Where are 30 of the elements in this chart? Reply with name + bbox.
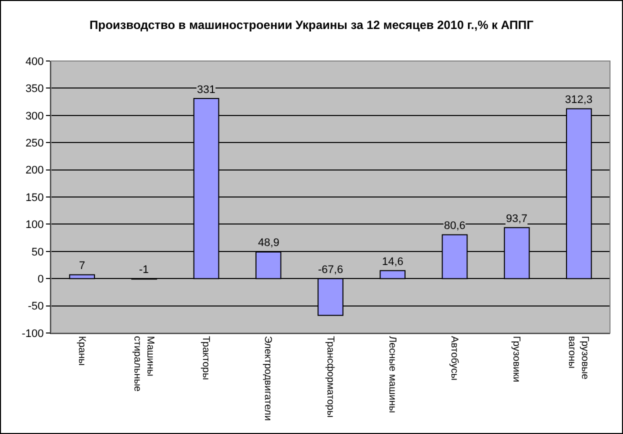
y-tick-label: -100 (22, 328, 44, 340)
chart-title: Производство в машиностроении Украины за 12 месяцев 2010 г.,% к АППГ (90, 18, 534, 32)
x-tick-label: Грузовые вагоны (566, 336, 590, 380)
y-tick-label: 50 (32, 246, 44, 258)
data-label: 48,9 (258, 237, 280, 249)
x-tick-label: Трансформаторы (324, 336, 336, 418)
y-tick-label: 100 (25, 219, 44, 232)
data-label: -67,6 (318, 264, 344, 276)
y-tick-label: 150 (25, 192, 44, 204)
x-tick-label: Автобусы (448, 336, 460, 380)
y-tick-label: 400 (25, 56, 44, 68)
data-label: 14,6 (382, 256, 404, 268)
data-label: -1 (139, 264, 149, 276)
x-tick-label: Электродвигатели (262, 336, 274, 421)
y-tick-label: 350 (25, 83, 44, 96)
y-tick-label: -50 (28, 300, 44, 313)
x-tick-label: Тракторы (200, 336, 212, 380)
x-tick-label: Краны (76, 336, 87, 366)
x-tick-label: Машины стиральные (131, 336, 156, 392)
y-tick-label: 300 (25, 110, 44, 122)
data-label: 7 (79, 260, 86, 272)
data-label: 93,7 (506, 213, 528, 225)
x-tick-label: Лесные машины (386, 336, 398, 413)
data-label: 331 (197, 84, 216, 96)
y-tick-label: 200 (25, 164, 44, 177)
data-label: 80,6 (444, 220, 466, 232)
y-tick-label: 0 (38, 273, 44, 286)
data-label: 312,3 (565, 94, 593, 106)
x-tick-label: Грузовики (510, 336, 522, 382)
y-tick-label: 250 (25, 137, 44, 150)
